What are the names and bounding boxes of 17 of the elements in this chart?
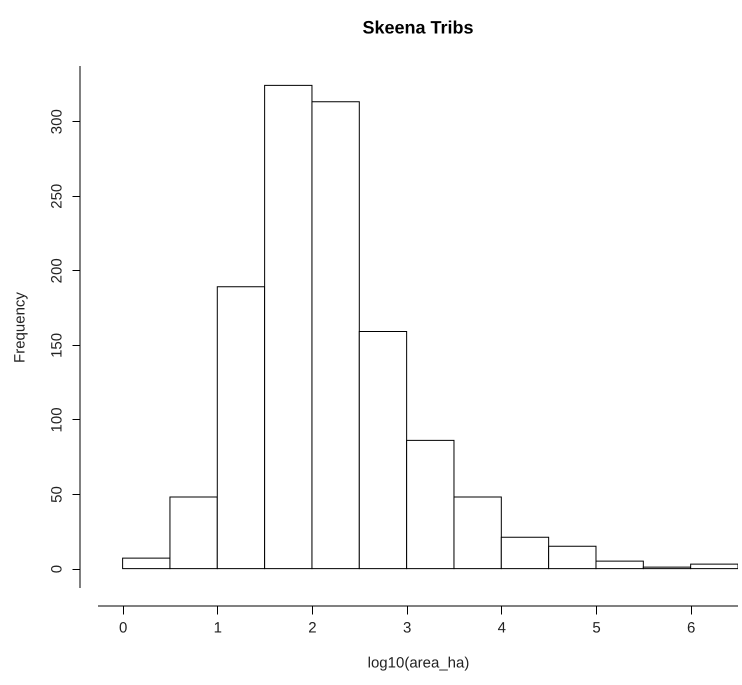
y-tick-label: 300 — [48, 109, 66, 134]
x-tick-label: 1 — [214, 620, 222, 636]
y-axis-title: Frequency — [12, 292, 28, 363]
y-tick-label: 0 — [48, 564, 66, 574]
x-tick-label: 4 — [498, 620, 506, 636]
x-tick-label: 2 — [308, 620, 317, 636]
y-tick-label: 150 — [48, 332, 66, 358]
chart-title: Skeena Tribs — [362, 18, 474, 38]
y-tick-label: 100 — [48, 407, 66, 432]
y-tick-label: 250 — [48, 184, 66, 209]
x-tick-label: 6 — [686, 620, 696, 636]
y-tick-label: 50 — [48, 486, 66, 503]
x-tick-label: 0 — [118, 620, 128, 636]
x-tick-label: 5 — [592, 620, 601, 636]
x-tick-label: 3 — [402, 620, 412, 636]
x-axis-title: log10(area_ha) — [368, 654, 470, 672]
y-tick-label: 200 — [48, 258, 66, 284]
